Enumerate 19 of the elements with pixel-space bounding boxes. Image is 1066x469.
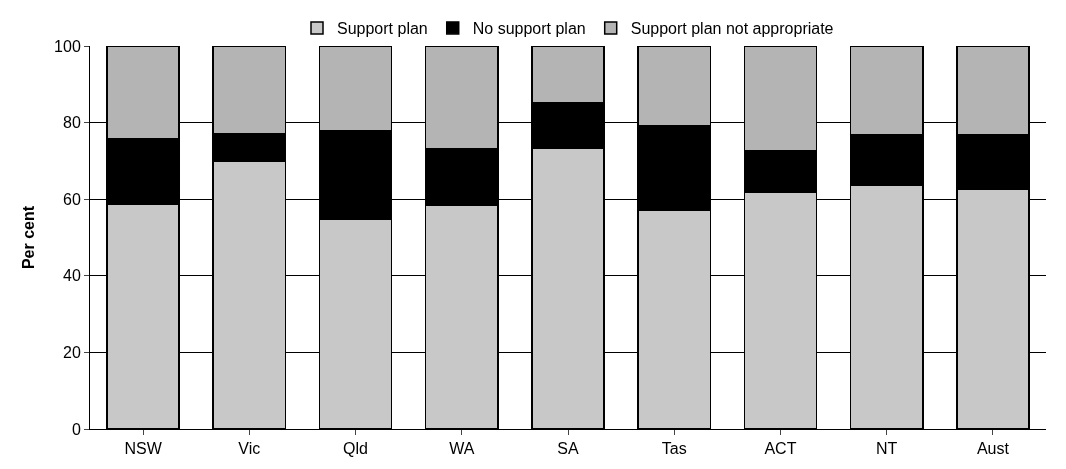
x-tick-label: Qld [343,440,369,458]
x-tick-label: Tas [661,440,687,458]
x-tick-label: Vic [238,440,261,458]
y-tick-label: 20 [63,344,81,361]
y-tick-label: 80 [63,114,81,132]
y-tick-label: 100 [54,37,81,55]
x-tick-label: NT [876,440,898,458]
x-tick-label: WA [449,440,475,458]
y-tick-label: 40 [63,267,81,285]
y-tick-label: 0 [71,420,81,438]
legend-label: Support plan not appropriate [630,20,834,38]
x-tick-label: NSW [124,440,163,458]
legend-label: Support plan [337,20,428,38]
y-tick-label: 60 [63,190,81,208]
x-tick-label: Aust [976,440,1010,458]
y-axis-title: Per cent [20,205,37,270]
x-tick-label: ACT [764,440,797,458]
x-tick-label: SA [557,440,579,458]
legend-label: No support plan [472,20,586,38]
